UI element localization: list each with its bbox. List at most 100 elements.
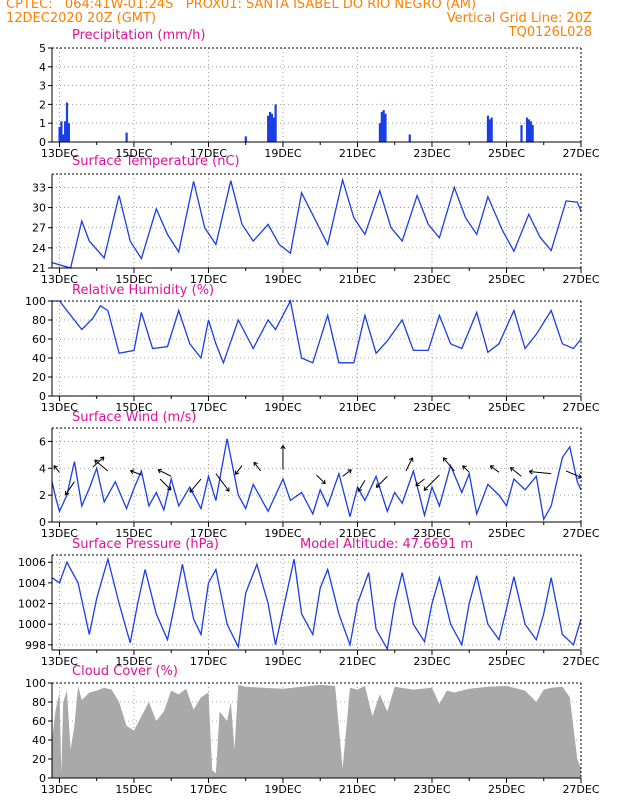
precip-bar-22 <box>525 117 529 142</box>
wind-vector-head-23 <box>528 469 533 475</box>
wind-vector-6 <box>157 469 172 477</box>
wind-vector-19 <box>442 457 455 472</box>
cloud-ytick-label-0: 0 <box>39 772 46 785</box>
temp-title: Surface Temperature (nC) <box>72 154 240 169</box>
precip-bar-6 <box>125 132 128 142</box>
precip-bar-9 <box>268 111 272 142</box>
wind-vector-7 <box>189 478 202 493</box>
wind-vector-head-16 <box>408 457 414 462</box>
cloud-area <box>52 684 581 778</box>
pres-ytick-label-0: 998 <box>25 639 46 652</box>
precip-bar-20 <box>490 117 493 142</box>
wind-vector-15 <box>375 475 388 488</box>
precip-xtick-label-5: 23DEC <box>413 147 450 160</box>
rh-xtick-label-0: 13DEC <box>41 401 78 414</box>
precip-xtick-label-7: 27DEC <box>562 147 599 160</box>
temp-ytick-label-2: 27 <box>32 222 46 235</box>
wind-vector-9 <box>234 465 243 475</box>
precip-ytick-label-0: 0 <box>39 136 46 149</box>
pres-xtick-label-4: 21DEC <box>339 655 376 668</box>
pres-xtick-label-7: 27DEC <box>562 655 599 668</box>
temp-xtick-label-4: 21DEC <box>339 273 376 286</box>
wind-vector-10 <box>253 461 262 472</box>
rh-xtick-label-3: 19DEC <box>264 401 301 414</box>
wind-vector-21 <box>489 465 500 473</box>
wind-xtick-label-5: 23DEC <box>413 527 450 540</box>
wind-vector-head-12 <box>321 479 326 485</box>
wind-vector-head-0 <box>53 465 58 470</box>
cloud-ytick-label-1: 20 <box>32 753 46 766</box>
wind-xtick-label-4: 21DEC <box>339 527 376 540</box>
rh-xtick-label-4: 21DEC <box>339 401 376 414</box>
precip-title: Precipitation (mm/h) <box>72 28 206 43</box>
wind-ytick-label-1: 2 <box>39 489 46 502</box>
pres-xtick-label-3: 19DEC <box>264 655 301 668</box>
cloud-xtick-label-4: 21DEC <box>339 783 376 796</box>
wind-vector-head-4 <box>130 469 135 475</box>
wind-vector-0 <box>53 465 60 473</box>
rh-xtick-label-6: 25DEC <box>488 401 525 414</box>
rh-ytick-label-3: 60 <box>32 333 46 346</box>
rh-ytick-label-5: 100 <box>25 295 46 308</box>
precip-xtick-label-0: 13DEC <box>41 147 78 160</box>
wind-xtick-label-7: 27DEC <box>562 527 599 540</box>
wind-xtick-label-6: 25DEC <box>488 527 525 540</box>
wind-vector-head-11 <box>280 445 286 450</box>
wind-vector-12 <box>316 474 326 485</box>
wind-line <box>51 438 582 522</box>
wind-ytick-label-3: 6 <box>39 435 46 448</box>
header-date: 12DEC2020 20Z (GMT) <box>6 11 157 26</box>
cloud-ytick-label-3: 60 <box>32 715 46 728</box>
precip-bar-25 <box>531 125 534 142</box>
temp-line <box>51 177 582 269</box>
cloud-title: Cloud Cover (%) <box>72 664 178 679</box>
pres-ytick-label-1: 1000 <box>18 618 46 631</box>
wind-vector-head-19 <box>442 457 448 462</box>
wind-vector-24 <box>565 470 582 479</box>
wind-xtick-label-3: 19DEC <box>264 527 301 540</box>
precip-bar-11 <box>272 117 275 142</box>
wind-vector-head-14 <box>357 487 363 492</box>
wind-vector-head-17 <box>415 481 420 487</box>
temp-xtick-label-7: 27DEC <box>562 273 599 286</box>
pres-title: Surface Pressure (hPa) <box>72 537 219 552</box>
wind-xtick-label-2: 17DEC <box>190 527 227 540</box>
precip-bar-2 <box>62 134 65 142</box>
precip-ytick-label-5: 5 <box>39 42 46 55</box>
wind-vector-2 <box>92 456 105 468</box>
precip-bar-8 <box>267 115 270 142</box>
precip-bar-23 <box>527 119 531 142</box>
cloud-ytick-label-2: 40 <box>32 734 46 747</box>
cloud-xtick-label-5: 23DEC <box>413 783 450 796</box>
wind-vector-head-7 <box>189 488 194 493</box>
header-code: TQ0126L028 <box>508 25 592 40</box>
precip-bar-18 <box>486 115 490 142</box>
precip-bar-19 <box>488 119 491 142</box>
temp-ytick-label-3: 30 <box>32 202 46 215</box>
cloud-xtick-label-0: 13DEC <box>41 783 78 796</box>
wind-vector-head-6 <box>157 468 163 474</box>
pres-xtick-label-6: 25DEC <box>488 655 525 668</box>
cloud-ytick-label-4: 80 <box>32 696 46 709</box>
header-grid-line: Vertical Grid Line: 20Z <box>446 11 592 26</box>
rh-xtick-label-5: 23DEC <box>413 401 450 414</box>
rh-xtick-label-1: 15DEC <box>115 401 152 414</box>
pres-xtick-label-5: 23DEC <box>413 655 450 668</box>
pres-line <box>51 556 582 651</box>
wind-xtick-label-1: 15DEC <box>115 527 152 540</box>
temp-xtick-label-1: 15DEC <box>115 273 152 286</box>
header-station: CPTEC: 064:41W-01:24S PROX01: SANTA ISAB… <box>6 0 477 12</box>
wind-vector-4 <box>130 470 142 476</box>
temp-xtick-label-5: 23DEC <box>413 273 450 286</box>
wind-vector-22 <box>510 467 522 477</box>
precip-bar-5 <box>67 123 70 142</box>
wind-title: Surface Wind (m/s) <box>72 410 197 425</box>
wind-vector-head-10 <box>253 461 258 467</box>
pres-xtick-label-0: 13DEC <box>41 655 78 668</box>
wind-vector-head-21 <box>489 465 495 470</box>
rh-ytick-label-4: 80 <box>32 314 46 327</box>
precip-bar-21 <box>520 125 523 142</box>
temp-ytick-label-4: 33 <box>32 181 46 194</box>
rh-ytick-label-0: 0 <box>39 390 46 403</box>
